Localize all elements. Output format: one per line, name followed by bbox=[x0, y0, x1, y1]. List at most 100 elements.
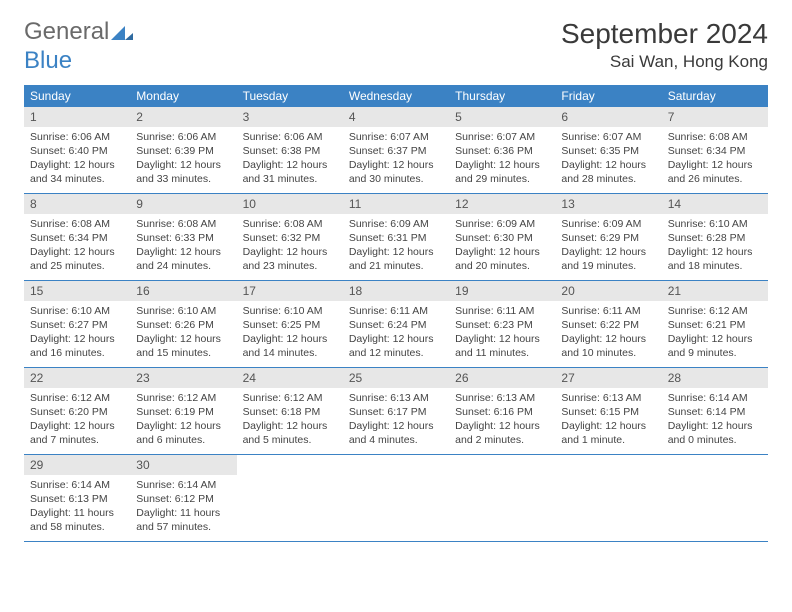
sunrise-text: Sunrise: 6:10 AM bbox=[30, 304, 124, 318]
day-number: 15 bbox=[24, 281, 130, 301]
calendar-grid: Sunday Monday Tuesday Wednesday Thursday… bbox=[24, 85, 768, 542]
day-details: Sunrise: 6:10 AMSunset: 6:26 PMDaylight:… bbox=[130, 301, 236, 367]
day-details: Sunrise: 6:09 AMSunset: 6:31 PMDaylight:… bbox=[343, 214, 449, 280]
calendar-day-cell: 5Sunrise: 6:07 AMSunset: 6:36 PMDaylight… bbox=[449, 107, 555, 193]
sunset-text: Sunset: 6:36 PM bbox=[455, 144, 549, 158]
daylight-text-1: Daylight: 12 hours bbox=[455, 245, 549, 259]
daylight-text-2: and 7 minutes. bbox=[30, 433, 124, 447]
daylight-text-2: and 10 minutes. bbox=[561, 346, 655, 360]
sunrise-text: Sunrise: 6:13 AM bbox=[349, 391, 443, 405]
sunset-text: Sunset: 6:28 PM bbox=[668, 231, 762, 245]
day-number: 17 bbox=[237, 281, 343, 301]
day-details: Sunrise: 6:13 AMSunset: 6:17 PMDaylight:… bbox=[343, 388, 449, 454]
day-number: 25 bbox=[343, 368, 449, 388]
sunset-text: Sunset: 6:34 PM bbox=[30, 231, 124, 245]
day-number: 5 bbox=[449, 107, 555, 127]
sunrise-text: Sunrise: 6:12 AM bbox=[30, 391, 124, 405]
page-header: General Blue September 2024 Sai Wan, Hon… bbox=[24, 18, 768, 75]
sunset-text: Sunset: 6:17 PM bbox=[349, 405, 443, 419]
sunset-text: Sunset: 6:23 PM bbox=[455, 318, 549, 332]
daylight-text-1: Daylight: 12 hours bbox=[668, 158, 762, 172]
daylight-text-1: Daylight: 12 hours bbox=[136, 245, 230, 259]
logo: General Blue bbox=[24, 18, 133, 75]
calendar-day-cell: 24Sunrise: 6:12 AMSunset: 6:18 PMDayligh… bbox=[237, 368, 343, 454]
day-details: Sunrise: 6:13 AMSunset: 6:15 PMDaylight:… bbox=[555, 388, 661, 454]
sunrise-text: Sunrise: 6:11 AM bbox=[561, 304, 655, 318]
day-details: Sunrise: 6:07 AMSunset: 6:36 PMDaylight:… bbox=[449, 127, 555, 193]
sunrise-text: Sunrise: 6:12 AM bbox=[243, 391, 337, 405]
daylight-text-2: and 19 minutes. bbox=[561, 259, 655, 273]
day-number: 12 bbox=[449, 194, 555, 214]
calendar-empty-cell bbox=[343, 455, 449, 541]
daylight-text-2: and 0 minutes. bbox=[668, 433, 762, 447]
calendar-empty-cell bbox=[662, 455, 768, 541]
day-details: Sunrise: 6:07 AMSunset: 6:35 PMDaylight:… bbox=[555, 127, 661, 193]
daylight-text-2: and 58 minutes. bbox=[30, 520, 124, 534]
day-number: 8 bbox=[24, 194, 130, 214]
sunrise-text: Sunrise: 6:09 AM bbox=[455, 217, 549, 231]
sunset-text: Sunset: 6:12 PM bbox=[136, 492, 230, 506]
calendar-day-cell: 29Sunrise: 6:14 AMSunset: 6:13 PMDayligh… bbox=[24, 455, 130, 541]
weekday-sunday: Sunday bbox=[24, 85, 130, 107]
daylight-text-1: Daylight: 12 hours bbox=[136, 332, 230, 346]
weekday-thursday: Thursday bbox=[449, 85, 555, 107]
calendar-empty-cell bbox=[555, 455, 661, 541]
day-number: 28 bbox=[662, 368, 768, 388]
sunset-text: Sunset: 6:16 PM bbox=[455, 405, 549, 419]
daylight-text-2: and 30 minutes. bbox=[349, 172, 443, 186]
calendar-day-cell: 12Sunrise: 6:09 AMSunset: 6:30 PMDayligh… bbox=[449, 194, 555, 280]
day-number: 7 bbox=[662, 107, 768, 127]
daylight-text-2: and 16 minutes. bbox=[30, 346, 124, 360]
daylight-text-2: and 23 minutes. bbox=[243, 259, 337, 273]
sunset-text: Sunset: 6:27 PM bbox=[30, 318, 124, 332]
calendar-week-row: 29Sunrise: 6:14 AMSunset: 6:13 PMDayligh… bbox=[24, 455, 768, 542]
daylight-text-2: and 21 minutes. bbox=[349, 259, 443, 273]
sunset-text: Sunset: 6:37 PM bbox=[349, 144, 443, 158]
day-details: Sunrise: 6:08 AMSunset: 6:33 PMDaylight:… bbox=[130, 214, 236, 280]
sunset-text: Sunset: 6:15 PM bbox=[561, 405, 655, 419]
sunset-text: Sunset: 6:34 PM bbox=[668, 144, 762, 158]
sunrise-text: Sunrise: 6:13 AM bbox=[561, 391, 655, 405]
day-details: Sunrise: 6:12 AMSunset: 6:21 PMDaylight:… bbox=[662, 301, 768, 367]
calendar-day-cell: 9Sunrise: 6:08 AMSunset: 6:33 PMDaylight… bbox=[130, 194, 236, 280]
day-number: 22 bbox=[24, 368, 130, 388]
daylight-text-2: and 11 minutes. bbox=[455, 346, 549, 360]
day-details: Sunrise: 6:11 AMSunset: 6:22 PMDaylight:… bbox=[555, 301, 661, 367]
day-details: Sunrise: 6:08 AMSunset: 6:34 PMDaylight:… bbox=[662, 127, 768, 193]
daylight-text-2: and 5 minutes. bbox=[243, 433, 337, 447]
day-number: 10 bbox=[237, 194, 343, 214]
day-number: 21 bbox=[662, 281, 768, 301]
sunrise-text: Sunrise: 6:06 AM bbox=[136, 130, 230, 144]
weekday-saturday: Saturday bbox=[662, 85, 768, 107]
daylight-text-1: Daylight: 12 hours bbox=[243, 245, 337, 259]
daylight-text-1: Daylight: 12 hours bbox=[30, 245, 124, 259]
sunrise-text: Sunrise: 6:13 AM bbox=[455, 391, 549, 405]
daylight-text-1: Daylight: 12 hours bbox=[243, 332, 337, 346]
daylight-text-1: Daylight: 12 hours bbox=[136, 158, 230, 172]
calendar-day-cell: 17Sunrise: 6:10 AMSunset: 6:25 PMDayligh… bbox=[237, 281, 343, 367]
daylight-text-1: Daylight: 12 hours bbox=[349, 332, 443, 346]
daylight-text-1: Daylight: 12 hours bbox=[30, 332, 124, 346]
day-details: Sunrise: 6:13 AMSunset: 6:16 PMDaylight:… bbox=[449, 388, 555, 454]
calendar-day-cell: 3Sunrise: 6:06 AMSunset: 6:38 PMDaylight… bbox=[237, 107, 343, 193]
calendar-day-cell: 4Sunrise: 6:07 AMSunset: 6:37 PMDaylight… bbox=[343, 107, 449, 193]
sunset-text: Sunset: 6:32 PM bbox=[243, 231, 337, 245]
sunset-text: Sunset: 6:14 PM bbox=[668, 405, 762, 419]
daylight-text-1: Daylight: 12 hours bbox=[668, 419, 762, 433]
day-number: 24 bbox=[237, 368, 343, 388]
logo-word-2: Blue bbox=[24, 47, 72, 74]
sunrise-text: Sunrise: 6:10 AM bbox=[668, 217, 762, 231]
sunrise-text: Sunrise: 6:11 AM bbox=[455, 304, 549, 318]
day-details: Sunrise: 6:07 AMSunset: 6:37 PMDaylight:… bbox=[343, 127, 449, 193]
calendar-day-cell: 2Sunrise: 6:06 AMSunset: 6:39 PMDaylight… bbox=[130, 107, 236, 193]
sunset-text: Sunset: 6:21 PM bbox=[668, 318, 762, 332]
daylight-text-1: Daylight: 11 hours bbox=[136, 506, 230, 520]
calendar-week-row: 1Sunrise: 6:06 AMSunset: 6:40 PMDaylight… bbox=[24, 107, 768, 194]
calendar-empty-cell bbox=[449, 455, 555, 541]
sunrise-text: Sunrise: 6:06 AM bbox=[30, 130, 124, 144]
calendar-day-cell: 18Sunrise: 6:11 AMSunset: 6:24 PMDayligh… bbox=[343, 281, 449, 367]
calendar-day-cell: 27Sunrise: 6:13 AMSunset: 6:15 PMDayligh… bbox=[555, 368, 661, 454]
day-number: 27 bbox=[555, 368, 661, 388]
daylight-text-1: Daylight: 12 hours bbox=[668, 332, 762, 346]
calendar-day-cell: 21Sunrise: 6:12 AMSunset: 6:21 PMDayligh… bbox=[662, 281, 768, 367]
